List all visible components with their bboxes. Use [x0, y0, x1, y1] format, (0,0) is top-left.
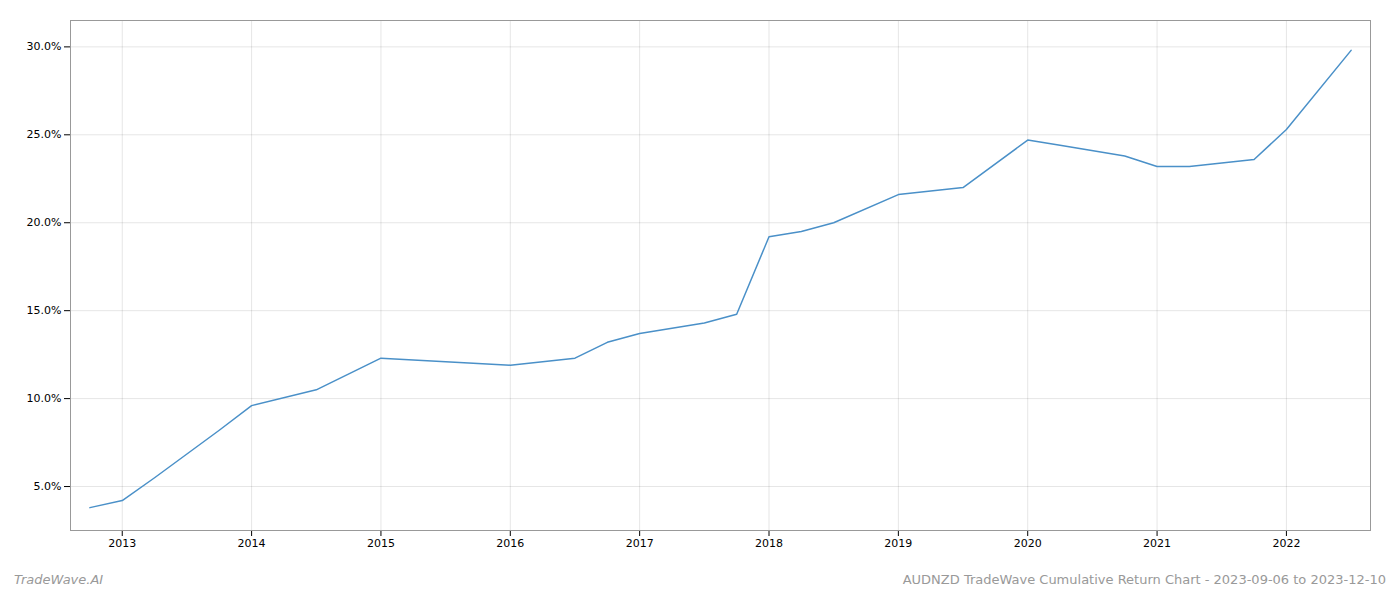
svg-text:2014: 2014	[238, 537, 266, 550]
svg-text:2013: 2013	[108, 537, 136, 550]
svg-text:5.0%: 5.0%	[34, 480, 62, 493]
svg-text:20.0%: 20.0%	[27, 216, 62, 229]
svg-text:10.0%: 10.0%	[27, 392, 62, 405]
svg-text:2020: 2020	[1014, 537, 1042, 550]
svg-text:2015: 2015	[367, 537, 395, 550]
html-text:AUDNZD TradeWave Cumulative Re: AUDNZD TradeWave Cumulative Return Chart…	[902, 572, 1386, 587]
svg-text:30.0%: 30.0%	[27, 40, 62, 53]
svg-text:2019: 2019	[884, 537, 912, 550]
svg-text:15.0%: 15.0%	[27, 304, 62, 317]
svg-text:2022: 2022	[1272, 537, 1300, 550]
html-text:TradeWave.AI: TradeWave.AI	[14, 572, 104, 587]
svg-text:2016: 2016	[496, 537, 524, 550]
svg-text:25.0%: 25.0%	[27, 128, 62, 141]
svg-text:2018: 2018	[755, 537, 783, 550]
svg-text:2021: 2021	[1143, 537, 1171, 550]
svg-text:2017: 2017	[626, 537, 654, 550]
